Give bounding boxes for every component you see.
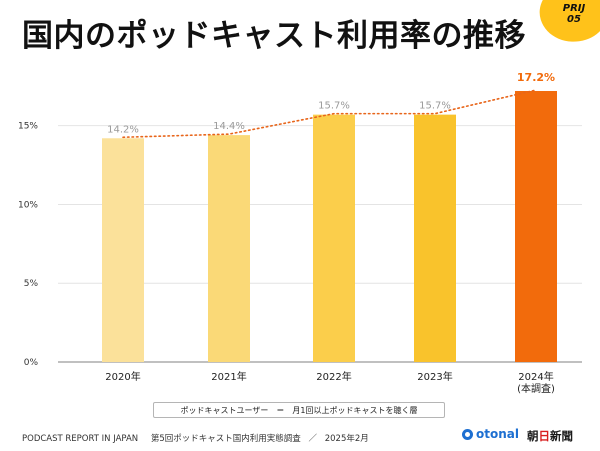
asahi-logo-char-3: 新聞 [550, 429, 573, 443]
x-tick-label: 2020年 [105, 370, 140, 383]
usage-rate-bar-chart: 0% 5% 10% 15% 14.2% 14.4% 15.7% 15.7% 17.2% 2020年… [18, 71, 582, 395]
y-tick-label: 5% [24, 279, 39, 289]
bar [313, 114, 355, 362]
otonal-logo: otonal [462, 427, 519, 441]
badge-text: PRIJ 05 [548, 3, 600, 25]
report-badge: PRIJ 05 [532, 0, 600, 52]
y-tick-label: 10% [18, 200, 38, 210]
bar [414, 114, 456, 362]
data-label: 17.2% [517, 71, 555, 84]
legend-definition: 月1回以上ポッドキャストを聴く層 [292, 405, 418, 415]
footer: PODCAST REPORT IN JAPAN 第5回ポッドキャスト国内利用実態… [22, 432, 369, 444]
footer-date: 2025年2月 [324, 434, 369, 444]
data-label: 15.7% [318, 101, 350, 112]
trend-line [122, 89, 537, 139]
asahi-logo: 朝日新聞 [527, 428, 573, 444]
footer-report-name: PODCAST REPORT IN JAPAN [22, 434, 139, 444]
footer-slash: ／ [308, 434, 318, 444]
bar [208, 135, 250, 362]
page-title: 国内のポッドキャスト利用率の推移 [22, 18, 526, 54]
legend: ポッドキャストユーザー ＝ 月1回以上ポッドキャストを聴く層 [153, 402, 445, 418]
asahi-logo-char-1: 朝 [527, 429, 539, 443]
legend-separator: ＝ [276, 405, 285, 415]
bar [515, 91, 557, 362]
data-label: 14.4% [213, 121, 245, 132]
x-tick-label: 2023年 [417, 370, 452, 383]
legend-term: ポッドキャストユーザー [180, 405, 269, 415]
x-tick-label: 2024年 [518, 370, 553, 383]
x-tick-label: 2021年 [211, 370, 246, 383]
badge-line-2: 05 [567, 14, 581, 25]
y-tick-label: 0% [24, 358, 39, 368]
footer-edition: 第5回ポッドキャスト国内利用実態調査 [150, 434, 301, 444]
badge-line-1: PRIJ [562, 3, 586, 14]
data-label: 14.2% [107, 124, 139, 135]
data-label: 15.7% [419, 101, 451, 112]
x-tick-sublabel: (本調査) [517, 382, 555, 395]
asahi-logo-char-2: 日 [538, 429, 551, 443]
x-tick-label: 2022年 [316, 370, 351, 383]
otonal-mark-icon [462, 428, 473, 440]
y-tick-label: 15% [18, 122, 38, 132]
otonal-logo-text: otonal [476, 427, 519, 441]
bar [102, 138, 144, 362]
